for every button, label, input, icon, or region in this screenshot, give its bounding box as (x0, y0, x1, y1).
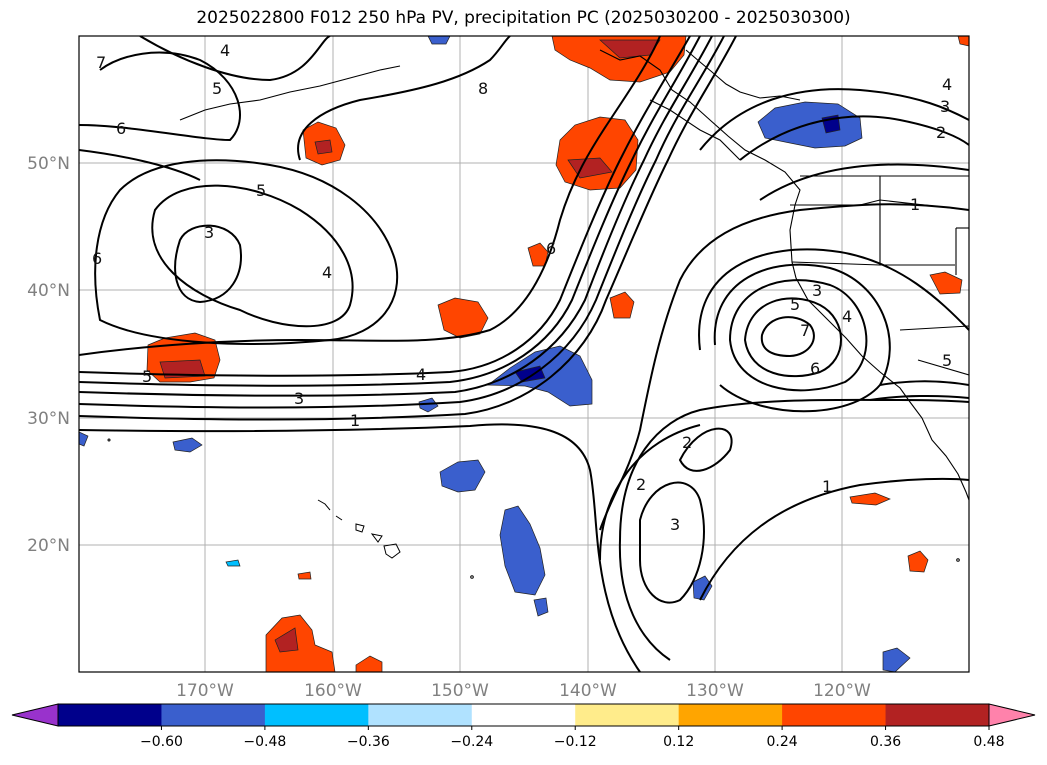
colorbar-tick-label: −0.36 (347, 734, 390, 750)
colorbar-segment (264, 704, 369, 726)
precip-neg-mid (439, 459, 486, 493)
lon-label: 140°W (559, 681, 617, 701)
colorbar-tick-label: −0.48 (243, 734, 286, 750)
colorbar-tick-label: 0.24 (767, 734, 798, 750)
colorbar-segment (58, 704, 162, 726)
lat-label: 50°N (27, 154, 70, 174)
contour-label: 4 (220, 41, 230, 60)
contour-labels: 7 4 5 6 8 5 3 4 6 5 3 4 1 6 4 3 2 1 3 5 … (92, 41, 952, 534)
lon-axis-labels: 170°W 160°W 150°W 140°W 130°W 120°W (176, 681, 871, 701)
lat-label: 40°N (27, 281, 70, 301)
precip-blob-small-a (527, 242, 549, 267)
colorbar-segment (885, 704, 990, 726)
colorbar-segment (678, 704, 783, 726)
contour-label: 6 (810, 359, 820, 378)
lon-label: 120°W (813, 681, 871, 701)
colorbar-segment (782, 704, 887, 726)
colorbar-tick-label: 0.36 (870, 734, 901, 750)
lat-axis-labels: 50°N 40°N 30°N 20°N (27, 154, 70, 556)
lon-label: 160°W (304, 681, 362, 701)
precip-neg-far-se (882, 647, 911, 672)
colorbar-extend-min (11, 703, 59, 727)
contour-label: 3 (670, 515, 680, 534)
contour-label: 8 (478, 79, 488, 98)
lon-label: 150°W (431, 681, 489, 701)
lon-label: 130°W (686, 681, 744, 701)
colorbar-frame (57, 703, 990, 727)
contour-label: 2 (636, 475, 646, 494)
contour-label: 6 (116, 119, 126, 138)
contour-label: 1 (910, 195, 920, 214)
map-frame (78, 35, 970, 673)
contour-label: 4 (416, 365, 426, 384)
colorbar-segment (161, 704, 266, 726)
contour-label: 3 (294, 389, 304, 408)
precip-blob-small-b (609, 291, 635, 319)
precip-blob-mid (437, 297, 489, 339)
contour-label: 5 (790, 295, 800, 314)
contour-label: 2 (682, 433, 692, 452)
contour-label: 3 (940, 97, 950, 116)
precip-negative (79, 36, 911, 672)
contour-label: 5 (142, 367, 152, 386)
contour-label: 1 (822, 477, 832, 496)
contour-label: 5 (942, 351, 952, 370)
contour-label: 7 (96, 53, 106, 72)
islands (107, 438, 960, 579)
contour-label: 5 (212, 79, 222, 98)
colorbar-segment (368, 704, 473, 726)
precip-neg-s2 (533, 597, 549, 617)
coastlines (179, 49, 969, 501)
precip-blob-dot (297, 571, 312, 580)
precip-blob-e1 (929, 271, 963, 295)
lon-label: 170°W (176, 681, 234, 701)
colorbar-tick-label: 0.12 (663, 734, 694, 750)
map-title: 2025022800 F012 250 hPa PV, precipitatio… (196, 8, 851, 28)
precip-neg-se (692, 575, 713, 601)
precip-blob-sw (265, 614, 336, 672)
precip-blob-e3 (907, 550, 929, 573)
contour-label: 7 (800, 321, 810, 340)
precip-blob-e2 (849, 492, 891, 506)
precip-blob-s (355, 655, 383, 672)
colorbar-segment (471, 704, 576, 726)
lat-label: 20°N (27, 536, 70, 556)
colorbar-tick-label: −0.12 (554, 734, 597, 750)
precip-neg-s (499, 505, 546, 596)
map-area: 7 4 5 6 8 5 3 4 6 5 3 4 1 6 4 3 2 1 3 5 … (79, 36, 969, 672)
precip-neg-small (418, 397, 439, 413)
contour-label: 4 (322, 263, 332, 282)
precip-neg-ne (757, 101, 863, 149)
contour-label: 1 (350, 411, 360, 430)
colorbar-extend-max (988, 703, 1036, 727)
lat-label: 30°N (27, 409, 70, 429)
contour-label: 2 (936, 123, 946, 142)
pv-contours (79, 36, 969, 672)
contour-label: 6 (92, 249, 102, 268)
colorbar-tick-label: −0.24 (450, 734, 493, 750)
colorbar-segment (575, 704, 680, 726)
colorbar-tick-label: 0.48 (973, 734, 1004, 750)
colorbar-tick-label: −0.60 (140, 734, 183, 750)
contour-label: 3 (812, 281, 822, 300)
contour-label: 4 (942, 75, 952, 94)
contour-label: 4 (842, 307, 852, 326)
contour-label: 6 (546, 239, 556, 258)
contour-label: 3 (204, 223, 214, 242)
contour-label: 5 (256, 181, 266, 200)
colorbar: −0.60 −0.48 −0.36 −0.24 −0.12 0.12 0.24 0.36 0.4… (11, 703, 1036, 750)
precip-neg-w (172, 437, 203, 453)
